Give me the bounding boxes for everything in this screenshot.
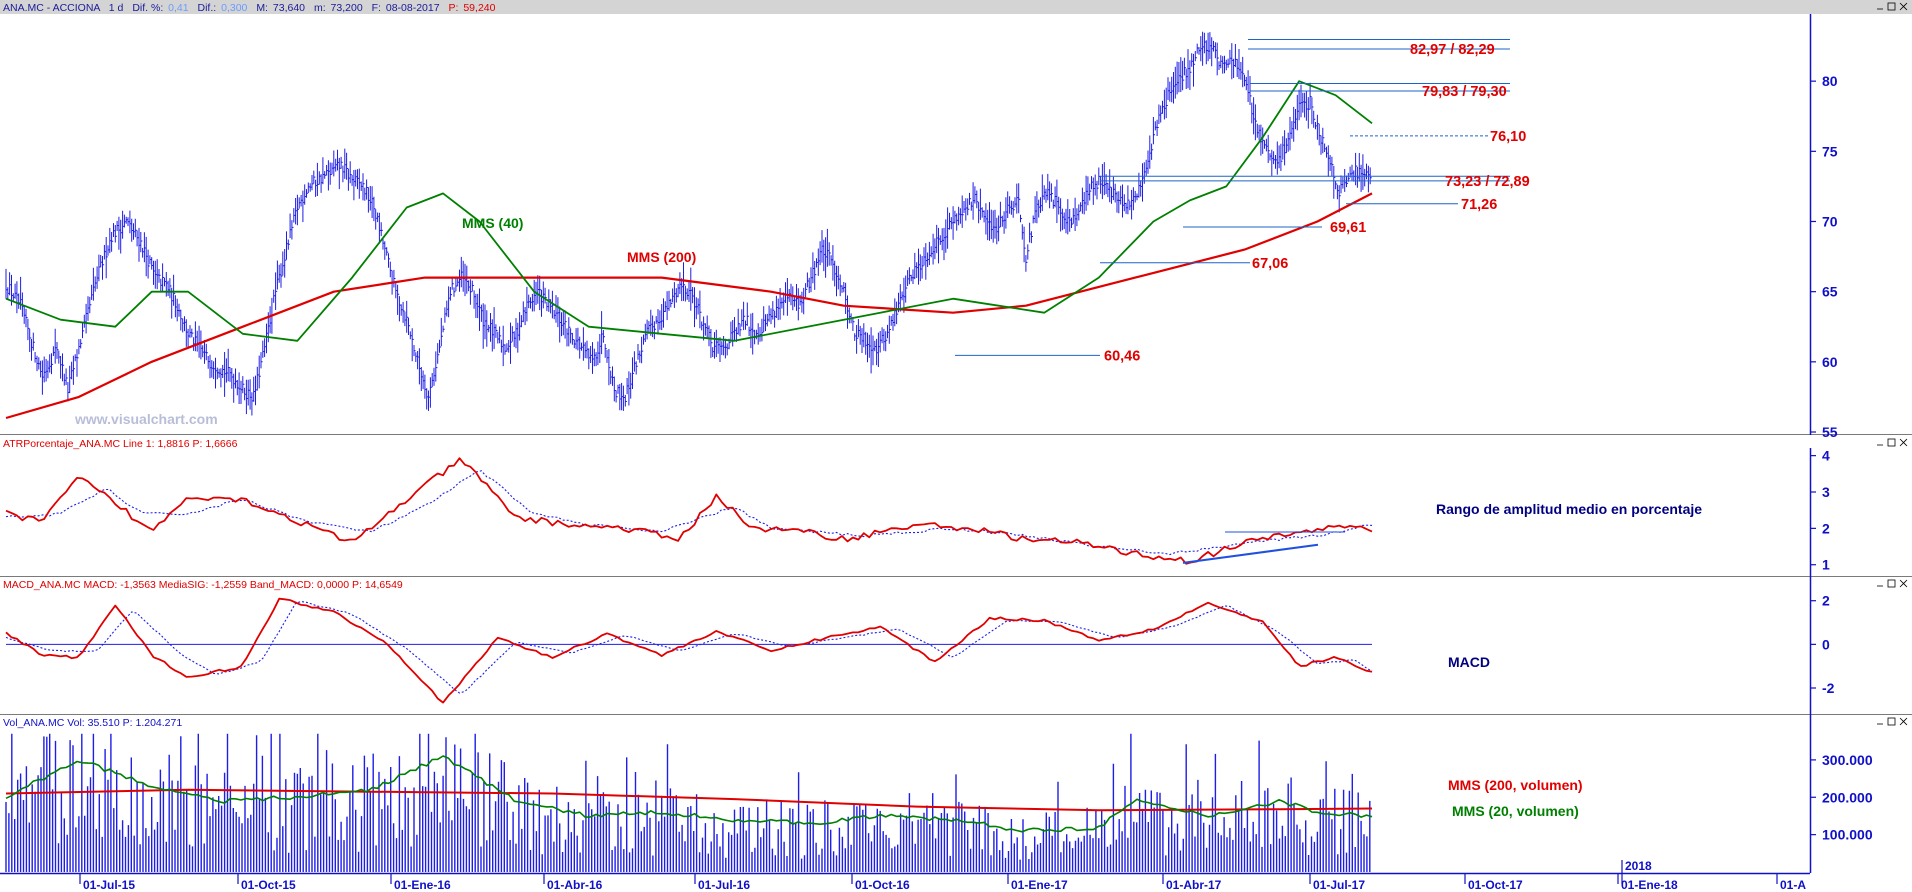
svg-text:ATRPorcentaje_ANA.MC Line 1:: ATRPorcentaje_ANA.MC Line 1: 1,8816 P: 1… [3,438,238,450]
y-tick-label-volume: 100.000 [1822,827,1873,843]
title-bar [0,0,1912,14]
level-label: 71,26 [1461,197,1497,213]
atr-panel-header: ATRPorcentaje_ANA.MC Line 1: 1,8816 P: 1… [0,435,1912,450]
x-year-label: 2018 [1625,859,1652,873]
atr-trendline [1182,543,1319,564]
price-moving-averages [5,80,1373,420]
atr-note: Rango de amplitud medio en porcentaje [1436,501,1702,517]
close-icon[interactable] [1899,717,1908,726]
volume-sma20-line [5,755,1373,833]
x-tick-label: 01-Abr-17 [1166,878,1222,892]
sma40-line [5,80,1373,342]
x-tick-label: 01-Ene-18 [1621,878,1678,892]
y-tick-label-price: 80 [1822,73,1838,89]
close-icon[interactable] [1899,579,1908,588]
x-tick-label: 01-Ene-17 [1011,878,1068,892]
y-tick-label-atr: 3 [1822,484,1830,500]
y-tick-label-volume: 200.000 [1822,789,1873,805]
level-label: 76,10 [1490,129,1526,145]
y-tick-label-price: 60 [1822,354,1838,370]
x-tick-label: 01-Jul-16 [698,878,750,892]
price-panel-controls[interactable] [1877,2,1908,11]
x-tick-label: 01-A [1780,878,1806,892]
svg-text:MACD_ANA.MC MACD: -1,3563 Me: MACD_ANA.MC MACD: -1,3563 MediaSIG: -1,2… [3,579,403,591]
y-tick-label-atr: 1 [1822,557,1830,573]
level-label: 60,46 [1104,348,1140,364]
support-resistance-levels: 82,97 / 82,29 79,83 / 79,30 76,10 73,23 / 7… [955,39,1530,364]
atr-line [5,457,1373,565]
x-tick-label: 01-Abr-16 [547,878,603,892]
volume-panel-header: Vol_ANA.MC Vol: 35.510 P: 1.204.271 [3,717,1908,729]
macd-indicator [5,597,1373,704]
atr-signal-line [5,470,1373,556]
y-tick-label-macd: -2 [1822,680,1835,696]
close-icon[interactable] [1899,438,1908,447]
macd-line [5,597,1373,704]
y-tick-label-price: 75 [1822,143,1838,159]
x-tick-label: 01-Oct-17 [1468,878,1523,892]
legend-sma40: MMS (40) [462,215,523,231]
maximize-icon[interactable] [1887,717,1896,726]
sma200-line [5,192,1373,420]
y-tick-label-macd: 0 [1822,636,1830,652]
volume-bars [5,733,1371,872]
y-tick-label-macd: 2 [1822,593,1830,609]
level-label: 69,61 [1330,220,1366,236]
x-tick-label: 01-Jul-17 [1313,878,1365,892]
volume-sma200-line [5,788,1373,812]
x-tick-label: 01-Oct-16 [855,878,910,892]
macd-panel-header: MACD_ANA.MC MACD: -1,3563 MediaSIG: -1,2… [3,579,1908,591]
y-tick-label-atr: 4 [1822,448,1830,464]
watermark: www.visualchart.com [74,411,218,427]
macd-note: MACD [1448,654,1490,670]
x-tick-label: 01-Ene-16 [394,878,451,892]
y-tick-label-price: 70 [1822,214,1838,230]
axes-ticks: 55 60 65 70 75 80 1 2 3 4 -2 0 2 100.000 200.000 300.00… [79,73,1873,892]
svg-text:Vol_ANA.MC Vol: 35.510 P: 1.: Vol_ANA.MC Vol: 35.510 P: 1.204.271 [3,717,182,729]
volume-sma200-note: MMS (200, volumen) [1448,777,1583,793]
macd-signal-line [5,601,1373,694]
legend-sma200: MMS (200) [627,249,696,265]
maximize-icon[interactable] [1887,579,1896,588]
window-title: ANA.MC - ACCIONA 1 d Dif. %: 0,41 Dif.: … [3,2,496,14]
price-bars [5,31,1372,416]
y-tick-label-price: 65 [1822,284,1838,300]
volume-indicator [5,733,1373,872]
level-label: 82,97 / 82,29 [1410,42,1495,58]
y-tick-label-atr: 2 [1822,520,1830,536]
x-tick-label: 01-Oct-15 [241,878,296,892]
atr-indicator [5,457,1373,565]
x-tick-label: 01-Jul-15 [83,878,135,892]
volume-sma20-note: MMS (20, volumen) [1452,803,1579,819]
y-tick-label-volume: 300.000 [1822,752,1873,768]
level-label: 79,83 / 79,30 [1422,84,1507,100]
price-bar-series [5,31,1372,416]
maximize-icon[interactable] [1887,2,1896,11]
close-icon[interactable] [1899,2,1908,11]
y-tick-label-price: 55 [1822,424,1838,440]
maximize-icon[interactable] [1887,438,1896,447]
level-label: 67,06 [1252,256,1288,272]
level-label: 73,23 / 72,89 [1445,174,1530,190]
